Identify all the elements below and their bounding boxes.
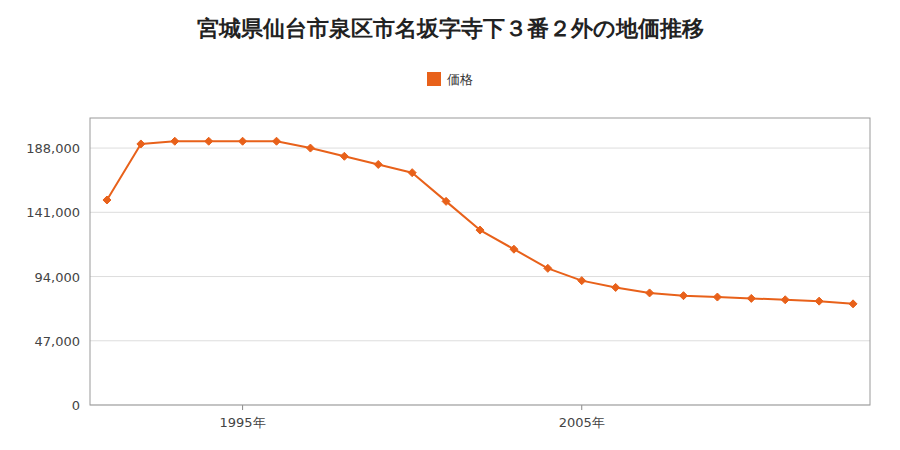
chart-svg: 宮城県仙台市泉区市名坂字寺下３番２外の地価推移 0 47,000 94,000 141,… [0,0,900,450]
grid-line [90,212,870,213]
data-point [747,294,755,302]
grid-line [90,340,870,341]
data-point [442,197,450,205]
y-tick-label: 47,000 [35,334,81,349]
chart-title: 宮城県仙台市泉区市名坂字寺下３番２外の地価推移 [197,16,704,41]
legend-label: 価格 [447,72,473,87]
background [0,0,900,450]
data-point [815,297,823,305]
x-tick [581,405,582,410]
data-point [137,140,145,148]
legend-item: 価格 [427,72,473,87]
axes: 0 47,000 94,000 141,000 188,000 1995年 2005年 [26,141,870,430]
data-point [849,300,857,308]
data-point [205,137,213,145]
plot-frame [90,118,870,405]
y-tick-label: 94,000 [35,270,81,285]
data-point [612,283,620,291]
grid-line [90,148,870,149]
data-point [713,293,721,301]
data-point [239,137,247,145]
data-point [578,277,586,285]
page: {"chart_data": { "type": "line", "title"… [0,0,900,450]
data-point [374,160,382,168]
x-tick-label: 1995年 [220,415,266,430]
chart-container: 宮城県仙台市泉区市名坂字寺下３番２外の地価推移 0 47,000 94,000 141,… [0,0,900,450]
data-point [408,169,416,177]
grid-line [90,276,870,277]
y-tick-label: 0 [72,398,80,413]
data-point [646,289,654,297]
data-point [306,144,314,152]
data-point [103,196,111,204]
data-point [679,292,687,300]
data-point [171,137,179,145]
data-point [510,245,518,253]
y-tick-label: 188,000 [26,141,80,156]
data-point [544,264,552,272]
legend-swatch [427,72,441,86]
y-tick-label: 141,000 [26,205,80,220]
legend: 価格 [427,72,473,87]
data-point [781,296,789,304]
series-line [107,141,853,304]
x-tick [242,405,243,410]
data-point [273,137,281,145]
plot-area [103,137,857,308]
data-point [340,152,348,160]
data-point [476,226,484,234]
x-tick-label: 2005年 [559,415,605,430]
